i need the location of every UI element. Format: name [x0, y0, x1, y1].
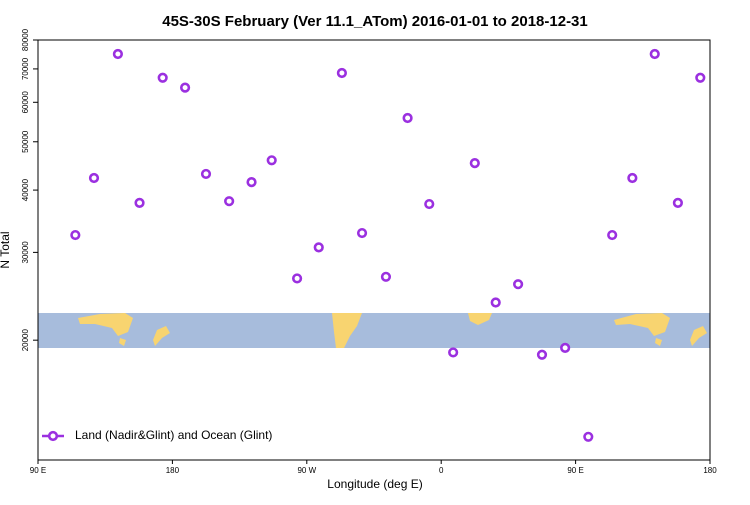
ocean	[38, 313, 710, 348]
point	[672, 197, 683, 209]
point	[356, 227, 368, 239]
point	[469, 158, 480, 169]
land	[332, 313, 362, 348]
point	[157, 72, 168, 83]
point	[313, 242, 324, 253]
x-tick-label: 180	[166, 466, 180, 475]
y-tick-label: 40000	[21, 178, 30, 201]
land	[655, 338, 662, 346]
legend-marker	[47, 430, 59, 442]
point	[291, 273, 303, 284]
point	[560, 342, 571, 353]
point	[70, 229, 81, 241]
point	[607, 229, 618, 241]
point	[380, 271, 392, 282]
point	[424, 198, 435, 210]
plot-frame	[37, 39, 711, 461]
point	[490, 297, 501, 308]
point	[112, 48, 123, 60]
x-tick-label: 90 E	[30, 466, 46, 475]
point	[627, 172, 638, 184]
land	[690, 326, 707, 346]
y-tick-label: 30000	[21, 241, 30, 264]
y-axis-label: N Total	[0, 231, 12, 268]
y-tick-label: 70000	[21, 57, 30, 80]
point	[266, 155, 277, 166]
point	[336, 67, 347, 79]
point	[695, 72, 706, 83]
map-strip	[38, 313, 710, 348]
point	[134, 197, 145, 209]
legend-label: Land (Nadir&Glint) and Ocean (Glint)	[75, 428, 272, 442]
point	[649, 48, 660, 60]
point	[583, 431, 594, 442]
point	[448, 347, 459, 358]
x-tick-label: 90 W	[297, 466, 316, 475]
land	[78, 313, 133, 336]
chart-title: 45S-30S February (Ver 11.1_ATom) 2016-01…	[162, 13, 588, 30]
point	[224, 196, 235, 207]
y-tick-label: 60000	[21, 91, 30, 114]
y-tick-label: 50000	[21, 130, 30, 153]
y-tick-label: 20000	[21, 329, 30, 352]
point	[513, 279, 524, 290]
point	[402, 112, 413, 124]
point	[88, 172, 100, 184]
x-axis-label: Longitude (deg E)	[327, 477, 422, 491]
y-tick-label: 80000	[21, 28, 30, 51]
land	[119, 338, 126, 346]
x-tick-label: 90 E	[567, 466, 583, 475]
point	[179, 82, 191, 93]
land	[153, 326, 170, 346]
point	[536, 349, 548, 360]
point	[200, 168, 212, 180]
x-tick-label: 0	[439, 466, 444, 475]
land	[614, 313, 670, 336]
x-tick-label: 180	[703, 466, 717, 475]
point	[246, 177, 257, 188]
land	[468, 313, 492, 325]
